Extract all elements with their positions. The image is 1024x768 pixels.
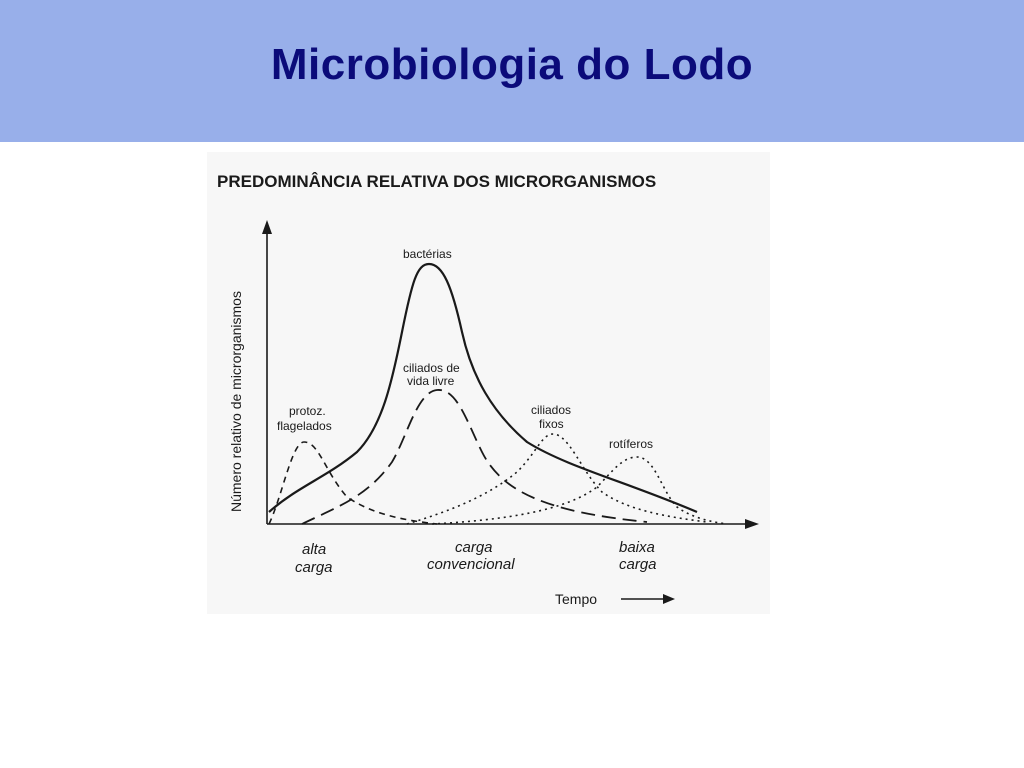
diagram-figure: PREDOMINÂNCIA RELATIVA DOS MICRORGANISMO… [207, 152, 770, 614]
curve-ciliados-fixos [406, 433, 708, 525]
diagram-title: PREDOMINÂNCIA RELATIVA DOS MICRORGANISMO… [217, 172, 656, 191]
x-axis-arrowhead [745, 519, 759, 529]
y-axis-label: Número relativo de microrganismos [228, 291, 244, 512]
right-arrow-icon [621, 594, 675, 604]
curve-label-ciliados-vida-livre-1: ciliados de [403, 361, 460, 375]
curve-label-protozoarios-1: protoz. [289, 404, 326, 418]
curve-label-ciliados-vida-livre-2: vida livre [407, 374, 455, 388]
category-baixa-carga-1: baixa [619, 539, 655, 556]
curve-bacterias [268, 262, 698, 514]
curve-label-ciliados-fixos-2: fixos [539, 417, 564, 431]
diagram-svg: PREDOMINÂNCIA RELATIVA DOS MICRORGANISMO… [217, 172, 759, 607]
category-carga-convencional-1: carga [455, 539, 493, 556]
category-baixa-carga-2: carga [619, 556, 657, 573]
slide-title: Microbiologia do Lodo [270, 40, 754, 89]
category-carga-convencional-2: convencional [427, 556, 515, 573]
curve-rotiferos [431, 456, 728, 525]
curve-ciliados-vida-livre [301, 389, 648, 525]
curve-label-ciliados-fixos-1: ciliados [531, 403, 571, 417]
curve-protozoarios-flagelados [268, 441, 438, 525]
curve-label-rotiferos: rotíferos [609, 437, 653, 451]
curve-label-protozoarios-2: flagelados [277, 419, 332, 433]
curve-label-bacterias: bactérias [403, 247, 452, 261]
category-alta-carga-2: carga [295, 559, 333, 576]
category-alta-carga-1: alta [302, 541, 326, 558]
x-axis-label: Tempo [555, 591, 597, 607]
slide-header: Microbiologia do Lodo [0, 0, 1024, 142]
y-axis-arrowhead [262, 220, 272, 234]
